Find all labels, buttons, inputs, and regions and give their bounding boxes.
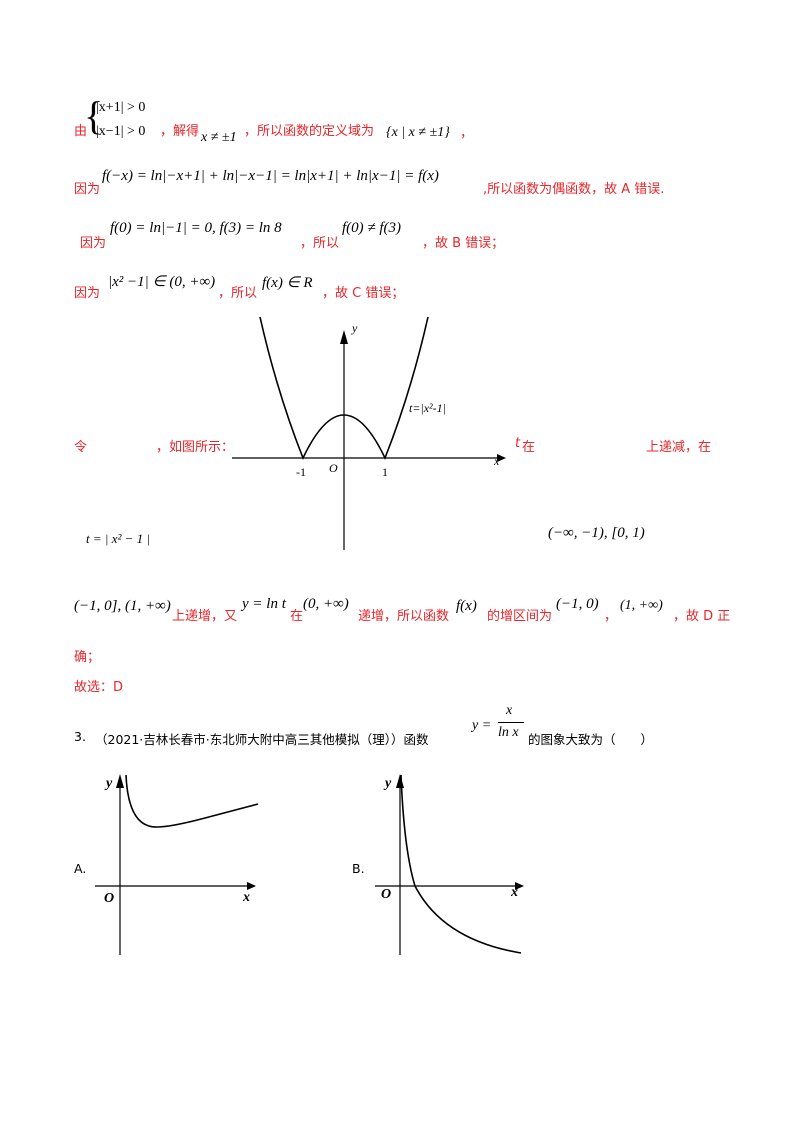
line3-math-2: f(0) ≠ f(3) — [342, 220, 402, 236]
option-b-y-arrow — [396, 774, 404, 788]
line5-t-in: 在 — [522, 440, 536, 455]
line5-text: ，如图所示： — [156, 440, 235, 455]
question-function-lhs: y = — [472, 718, 492, 733]
graph-curve-label: t=|x²-1| — [409, 401, 446, 415]
fraction-bar — [498, 722, 524, 723]
system-brace: { — [84, 93, 104, 138]
line3-math: f(0) = ln|−1| = 0, f(3) = ln 8 — [110, 220, 282, 236]
line3-prefix: 因为 — [80, 236, 107, 251]
line5-t-symbol: t — [515, 436, 521, 451]
question-tail: 的图象大致为（ ） — [528, 732, 654, 747]
line6-math-4: f(x) — [456, 598, 477, 614]
option-a-x-arrow — [247, 882, 256, 890]
question-function-denominator: ln x — [498, 725, 519, 740]
option-b-origin: O — [381, 887, 391, 902]
option-a-graph: y x O — [95, 774, 259, 955]
option-b-curve — [400, 774, 522, 954]
graph-y-label: y — [351, 321, 358, 335]
option-b-label: B. — [352, 861, 365, 876]
option-a-curve — [125, 774, 259, 828]
line1-math-1: x ≠ ±1 — [201, 130, 237, 145]
line6-sep: ， — [604, 609, 618, 624]
option-a-origin: O — [104, 891, 114, 906]
graph-origin-label: O — [329, 461, 338, 475]
question-source: （2021·吉林长春市·东北师大附中高三其他模拟（理））函数 — [95, 732, 429, 747]
line6-math-5: (−1, 0) — [556, 596, 599, 612]
graph-tick-neg-one: -1 — [296, 465, 306, 479]
line3-text: ，所以 — [300, 236, 340, 251]
option-a-y-label: y — [104, 776, 113, 791]
line2-math: f(−x) = ln|−x+1| + ln|−x−1| = ln|x+1| + … — [102, 168, 439, 184]
line4-text: ，所以 — [218, 286, 258, 301]
line2-text: ,所以函数为偶函数，故 A 错误. — [483, 182, 665, 197]
option-b-y-label: y — [383, 776, 392, 791]
option-a-y-arrow — [116, 774, 124, 788]
line1-math-2: {x | x ≠ ±1} — [386, 125, 450, 140]
line4-math: |x² −1| ∈ (0, +∞) — [108, 274, 216, 290]
line7: 确； — [74, 650, 101, 665]
line3-end: ，故 B 错误； — [422, 236, 505, 251]
graph-t-abs-x2-minus-1: y x O -1 1 t=|x²-1| — [232, 316, 506, 550]
option-b-x-label: x — [510, 885, 518, 900]
line2-prefix: 因为 — [74, 182, 101, 197]
graph-y-arrow — [340, 330, 348, 344]
option-b-x-arrow — [515, 882, 524, 890]
line1-end: ， — [460, 126, 474, 141]
graph-x-label: x — [493, 454, 500, 468]
system-row-2: |x−1| > 0 — [96, 124, 146, 139]
question-function-numerator: x — [506, 703, 513, 718]
question-number: 3. — [74, 729, 86, 744]
graph-tick-one: 1 — [382, 465, 388, 479]
line6-math-2: y = ln t — [242, 596, 286, 612]
line5-intervals: (−∞, −1), [0, 1) — [548, 525, 645, 541]
line4-end: ，故 C 错误； — [322, 286, 405, 301]
line6-text-5: ，故 D 正 — [673, 609, 731, 624]
line6-math-6: (1, +∞) — [620, 598, 663, 613]
line5-end: 上递减，在 — [646, 440, 712, 455]
line1-text-1: ，解得 — [160, 124, 200, 139]
line5-t-definition: t = | x² − 1 | — [86, 531, 150, 546]
line6-text-2: 在 — [290, 609, 304, 624]
line1-text-2: ，所以函数的定义域为 — [244, 124, 375, 139]
graph-x-arrow — [497, 454, 506, 462]
graph-curve — [259, 316, 429, 461]
line6-math-1: (−1, 0], (1, +∞) — [74, 598, 171, 614]
line4-math-2: f(x) ∈ R — [262, 275, 313, 291]
conclusion: 故选：D — [74, 680, 124, 695]
option-b-graph: y x O — [375, 774, 524, 955]
line6-text-4: 的增区间为 — [487, 609, 553, 624]
line6-math-3: (0, +∞) — [303, 596, 349, 612]
system-row-1: |x+1| > 0 — [96, 100, 146, 115]
line6-text-1: 上递增，又 — [172, 609, 238, 624]
line1-prefix: 由 — [74, 124, 88, 139]
option-a-label: A. — [74, 861, 87, 876]
line4-prefix: 因为 — [74, 286, 101, 301]
line5-prefix: 令 — [74, 440, 88, 455]
line6-text-3: 递增，所以函数 — [358, 609, 450, 624]
option-a-x-label: x — [242, 890, 250, 905]
